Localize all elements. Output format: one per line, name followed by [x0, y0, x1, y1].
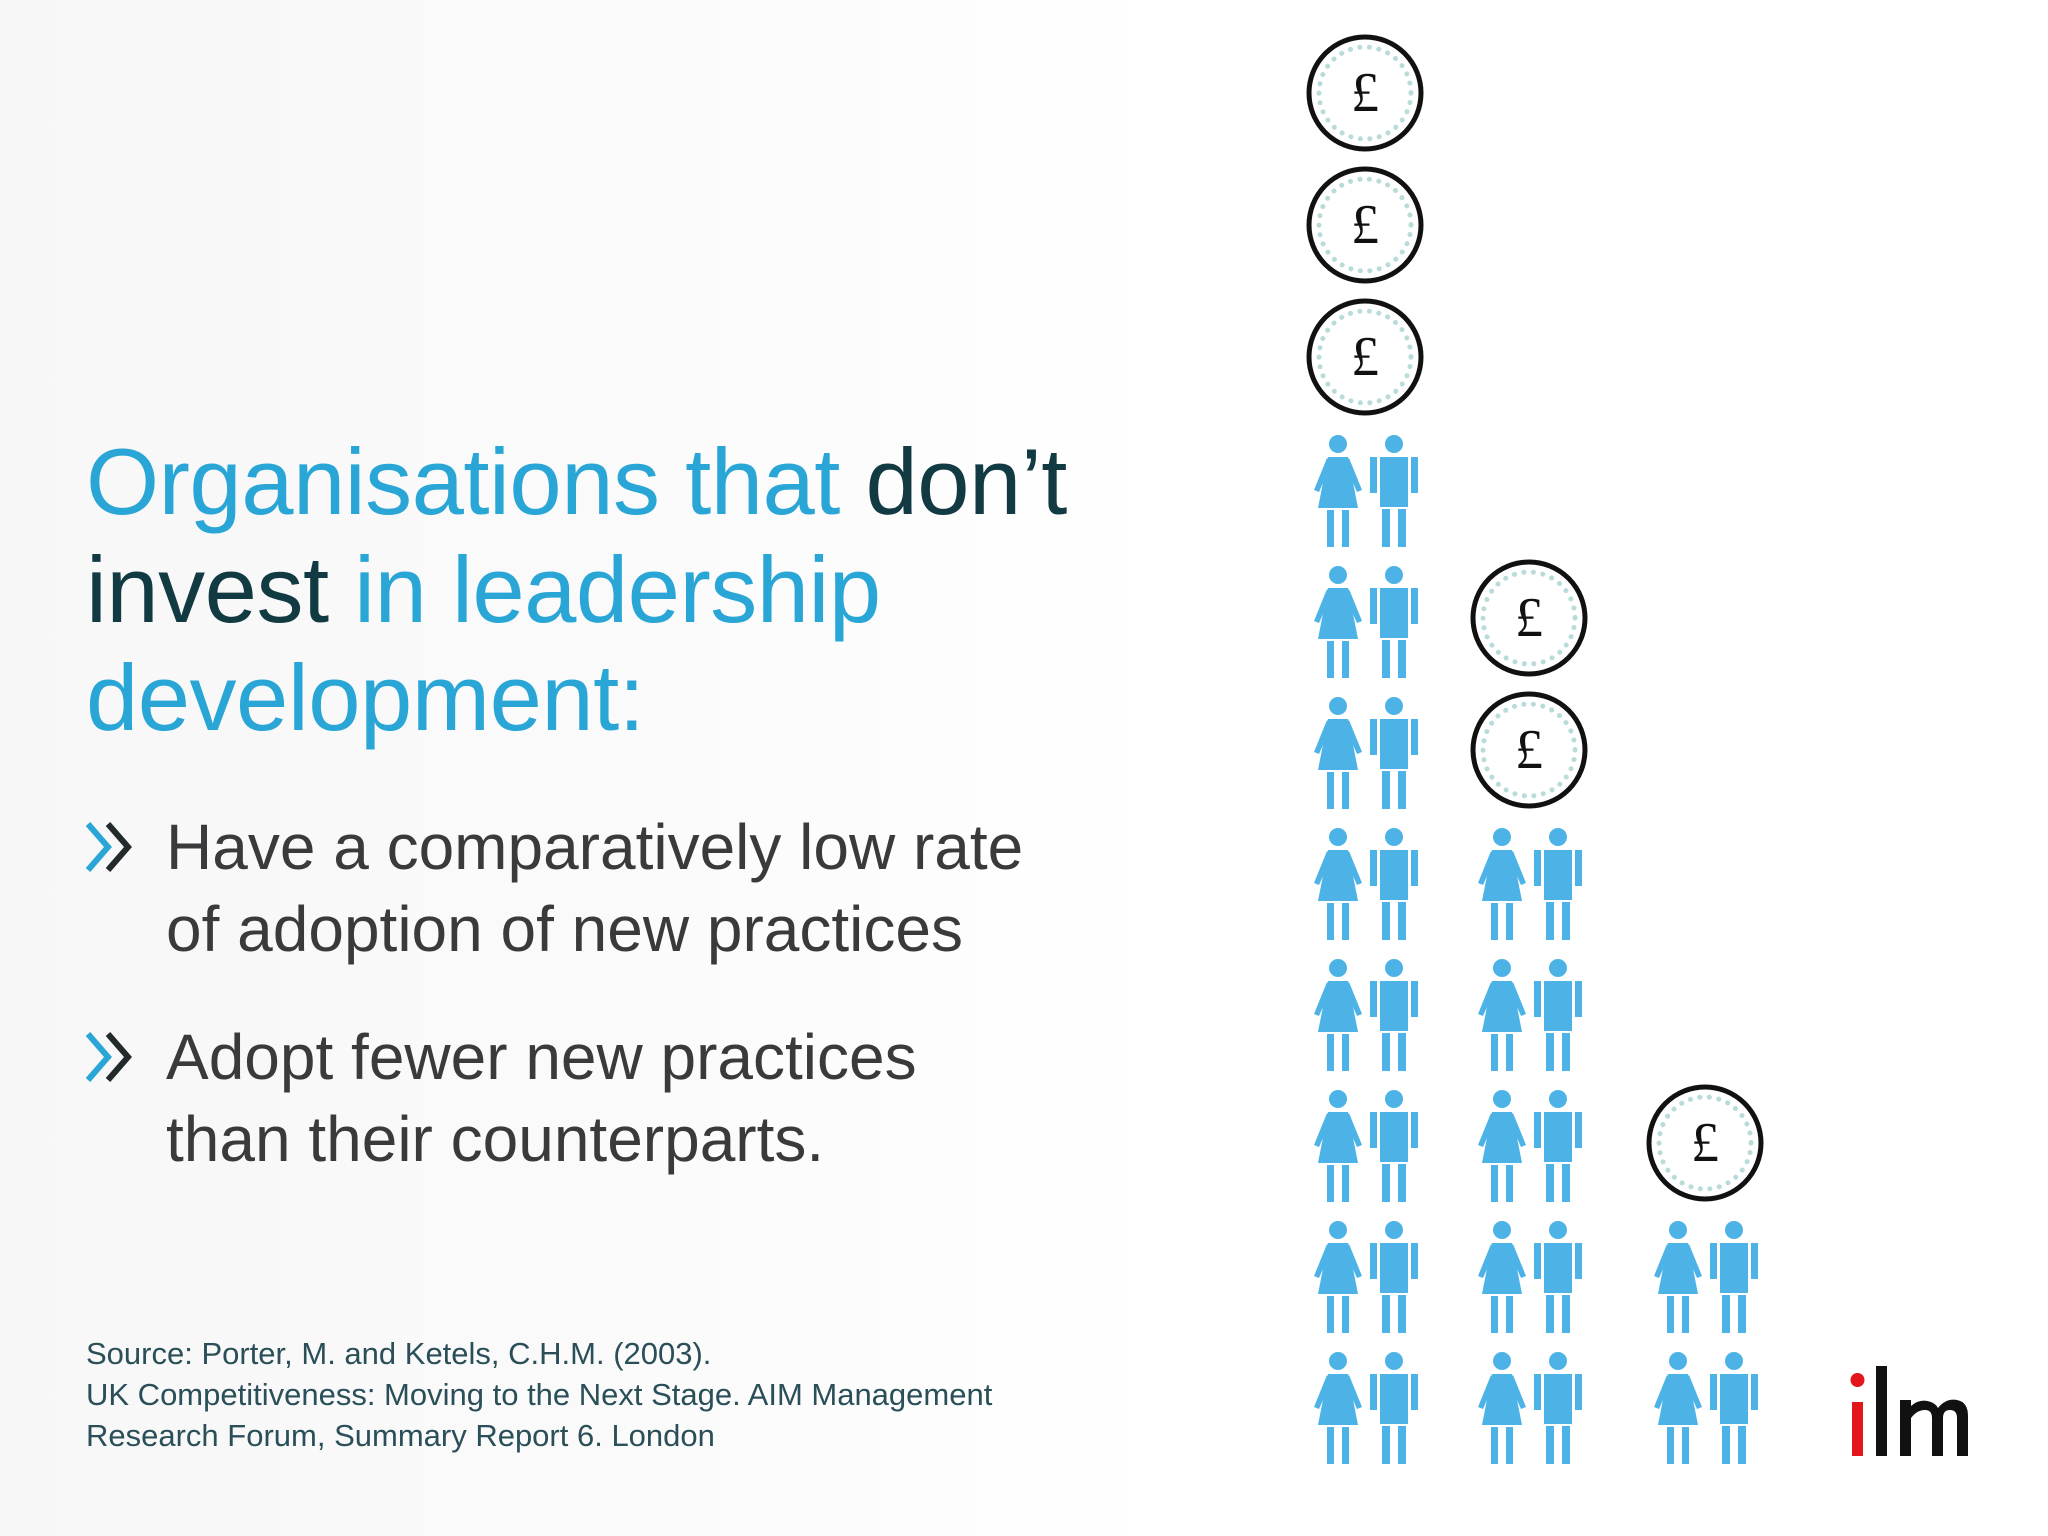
bullet-text: Have a comparatively low rate of adoptio…: [166, 806, 1166, 970]
bullet-line: of adoption of new practices: [166, 893, 963, 965]
headline: Organisations that don’t invest in leade…: [86, 428, 1146, 752]
headline-part2: don’t: [865, 429, 1068, 534]
female-person-icon: [1314, 1090, 1362, 1202]
male-person-icon: [1370, 828, 1418, 940]
male-person-icon: [1710, 1221, 1758, 1333]
pictogram-column-3: £: [1646, 1084, 1764, 1464]
male-person-icon: [1534, 828, 1582, 940]
female-person-icon: [1314, 828, 1362, 940]
female-person-icon: [1654, 1352, 1702, 1464]
pound-coin-icon: £: [1470, 559, 1588, 677]
headline-part1: Organisations that: [86, 429, 866, 534]
bullet-line: Have a comparatively low rate: [166, 811, 1024, 883]
male-person-icon: [1370, 566, 1418, 678]
female-person-icon: [1314, 435, 1362, 547]
coin-symbol: £: [1351, 326, 1379, 388]
pound-coin-icon: £: [1470, 691, 1588, 809]
male-person-icon: [1370, 1090, 1418, 1202]
male-person-icon: [1710, 1352, 1758, 1464]
headline-part5: development:: [86, 645, 645, 750]
female-person-icon: [1314, 1352, 1362, 1464]
bullet-text: Adopt fewer new practices than their cou…: [166, 1016, 1166, 1180]
male-person-icon: [1370, 1221, 1418, 1333]
pound-coin-icon: £: [1306, 166, 1424, 284]
headline-part4: in leadership: [328, 537, 881, 642]
bullet-line: than their counterparts.: [166, 1103, 825, 1175]
pound-coin-icon: £: [1646, 1084, 1764, 1202]
bullet-line: Adopt fewer new practices: [166, 1021, 917, 1093]
coin-symbol: £: [1515, 587, 1543, 649]
chevron-double-right-icon: [85, 822, 132, 872]
female-person-icon: [1478, 828, 1526, 940]
male-person-icon: [1370, 959, 1418, 1071]
pound-coin-icon: £: [1306, 298, 1424, 416]
chevron-double-right-icon: [85, 1032, 132, 1082]
male-person-icon: [1534, 1090, 1582, 1202]
female-person-icon: [1314, 1221, 1362, 1333]
male-person-icon: [1370, 1352, 1418, 1464]
pictogram-column-1: £ £ £: [1306, 34, 1424, 1464]
coin-symbol: £: [1351, 62, 1379, 124]
source-citation: Source: Porter, M. and Ketels, C.H.M. (2…: [86, 1333, 1146, 1456]
male-person-icon: [1534, 959, 1582, 1071]
male-person-icon: [1370, 697, 1418, 809]
male-person-icon: [1370, 435, 1418, 547]
source-line: Research Forum, Summary Report 6. London: [86, 1418, 715, 1453]
ilm-logo: ilm: [1840, 1366, 1968, 1456]
male-person-icon: [1534, 1221, 1582, 1333]
coin-symbol: £: [1351, 194, 1379, 256]
female-person-icon: [1654, 1221, 1702, 1333]
logo-text: ilm: [1840, 1366, 1841, 1367]
coin-symbol: £: [1691, 1112, 1719, 1174]
female-person-icon: [1314, 566, 1362, 678]
source-line: UK Competitiveness: Moving to the Next S…: [86, 1377, 993, 1412]
text-panel: [0, 0, 1160, 1536]
coin-symbol: £: [1515, 719, 1543, 781]
female-person-icon: [1314, 697, 1362, 809]
female-person-icon: [1478, 959, 1526, 1071]
pictogram-column-2: ££: [1470, 559, 1588, 1464]
male-person-icon: [1534, 1352, 1582, 1464]
headline-part3: invest: [86, 537, 329, 642]
female-person-icon: [1478, 1221, 1526, 1333]
female-person-icon: [1314, 959, 1362, 1071]
female-person-icon: [1478, 1090, 1526, 1202]
source-line: Source: Porter, M. and Ketels, C.H.M. (2…: [86, 1336, 712, 1371]
pound-coin-icon: £: [1306, 34, 1424, 152]
female-person-icon: [1478, 1352, 1526, 1464]
